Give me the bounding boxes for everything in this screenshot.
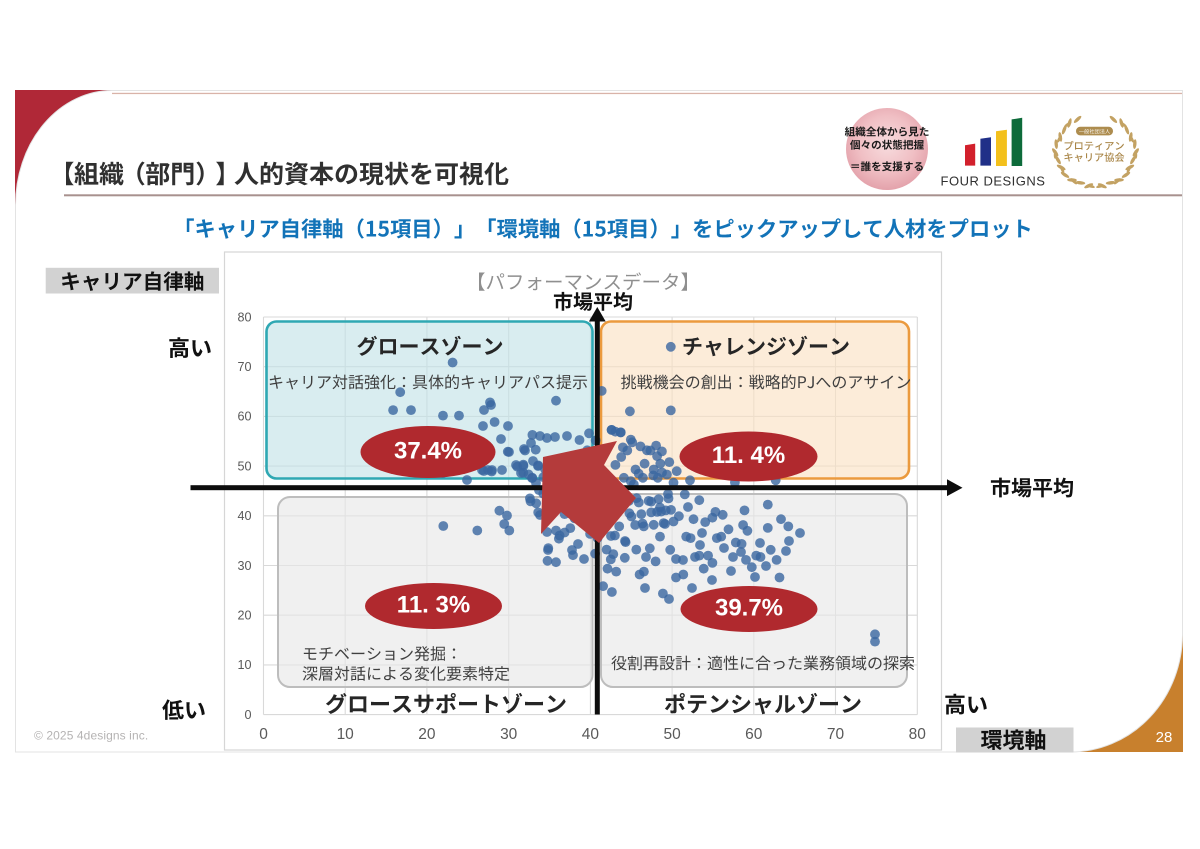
svg-text:40: 40 <box>237 509 251 523</box>
svg-text:50: 50 <box>663 726 681 743</box>
svg-text:11. 4%: 11. 4% <box>712 442 785 469</box>
svg-text:70: 70 <box>827 726 845 743</box>
svg-text:40: 40 <box>582 726 600 743</box>
svg-text:10: 10 <box>337 726 355 743</box>
svg-text:80: 80 <box>237 310 251 324</box>
svg-text:50: 50 <box>237 459 251 473</box>
svg-text:30: 30 <box>237 559 251 573</box>
svg-text:11. 3%: 11. 3% <box>397 592 470 619</box>
svg-text:© 2025 4designs inc.: © 2025 4designs inc. <box>34 729 148 743</box>
svg-text:37.4%: 37.4% <box>394 438 462 465</box>
svg-text:60: 60 <box>237 410 251 424</box>
svg-text:FOUR DESIGNS: FOUR DESIGNS <box>941 174 1046 189</box>
svg-text:10: 10 <box>237 658 251 672</box>
svg-text:39.7%: 39.7% <box>715 595 783 622</box>
svg-text:20: 20 <box>418 726 436 743</box>
svg-text:80: 80 <box>909 726 927 743</box>
svg-text:0: 0 <box>259 726 268 743</box>
svg-text:60: 60 <box>745 726 763 743</box>
svg-text:0: 0 <box>244 708 251 722</box>
svg-text:20: 20 <box>237 609 251 623</box>
svg-text:28: 28 <box>1156 729 1173 746</box>
svg-text:30: 30 <box>500 726 518 743</box>
svg-text:70: 70 <box>237 360 251 374</box>
